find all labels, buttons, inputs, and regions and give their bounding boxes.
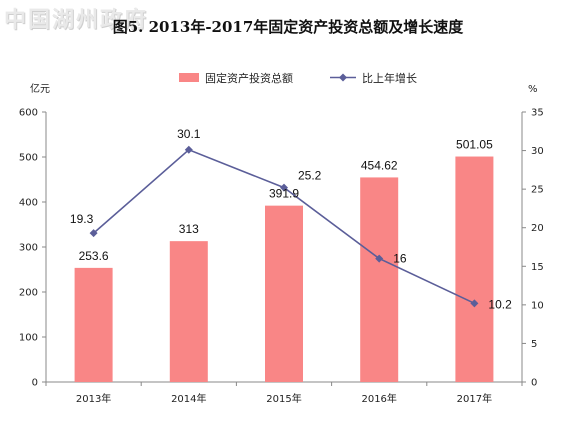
bar-value-label: 253.6 bbox=[79, 249, 109, 263]
bar-value-label: 313 bbox=[179, 222, 199, 236]
growth-value-label: 30.1 bbox=[177, 127, 201, 141]
x-tick-label: 2014年 bbox=[171, 392, 206, 405]
bar-2014年 bbox=[169, 241, 208, 382]
chart-title: 图5. 2013年-2017年固定资产投资总额及增长速度 bbox=[112, 18, 464, 36]
left-tick-label: 200 bbox=[19, 288, 38, 299]
growth-point-2016年 bbox=[375, 254, 384, 263]
growth-point-2015年 bbox=[280, 183, 288, 192]
x-tick-label: 2013年 bbox=[76, 392, 111, 405]
right-axis-unit: % bbox=[528, 84, 538, 95]
growth-point-2014年 bbox=[184, 145, 193, 154]
bar-2013年 bbox=[74, 267, 113, 382]
right-tick-label: 20 bbox=[531, 223, 544, 234]
x-tick-label: 2016年 bbox=[361, 392, 396, 405]
legend-line-label: 比上年增长 bbox=[362, 71, 417, 85]
left-tick-label: 300 bbox=[19, 243, 38, 254]
left-axis-unit: 亿元 bbox=[30, 82, 50, 95]
right-tick-label: 10 bbox=[531, 300, 544, 311]
left-tick-label: 500 bbox=[19, 153, 38, 164]
growth-point-2017年 bbox=[470, 299, 479, 308]
bar-value-label: 501.05 bbox=[456, 138, 493, 152]
legend-bar-label: 固定资产投资总额 bbox=[205, 71, 293, 85]
growth-value-label: 25.2 bbox=[298, 169, 322, 183]
watermark-logo: 中国湖州政府 bbox=[4, 7, 149, 33]
growth-point-2013年 bbox=[89, 229, 98, 238]
left-tick-label: 400 bbox=[19, 198, 38, 209]
growth-value-label: 19.3 bbox=[70, 212, 94, 226]
right-tick-label: 15 bbox=[531, 262, 544, 273]
right-tick-label: 35 bbox=[531, 108, 544, 119]
bar-2017年 bbox=[455, 156, 494, 382]
growth-value-label: 10.2 bbox=[488, 297, 512, 311]
right-tick-label: 0 bbox=[531, 378, 537, 389]
right-tick-label: 25 bbox=[531, 185, 544, 196]
left-tick-label: 600 bbox=[19, 108, 38, 119]
bar-value-label: 391.9 bbox=[269, 187, 299, 201]
legend-line-marker bbox=[339, 73, 347, 82]
bar-2016年 bbox=[360, 177, 399, 382]
legend-bar-swatch bbox=[179, 73, 199, 82]
right-tick-label: 30 bbox=[531, 146, 544, 157]
growth-value-label: 16 bbox=[393, 252, 407, 266]
x-tick-label: 2017年 bbox=[457, 392, 492, 405]
bar-2015年 bbox=[265, 205, 303, 382]
left-tick-label: 100 bbox=[19, 333, 38, 344]
x-tick-label: 2015年 bbox=[266, 392, 301, 405]
right-tick-label: 5 bbox=[531, 339, 537, 350]
left-tick-label: 0 bbox=[32, 378, 38, 389]
bar-value-label: 454.62 bbox=[361, 158, 398, 172]
